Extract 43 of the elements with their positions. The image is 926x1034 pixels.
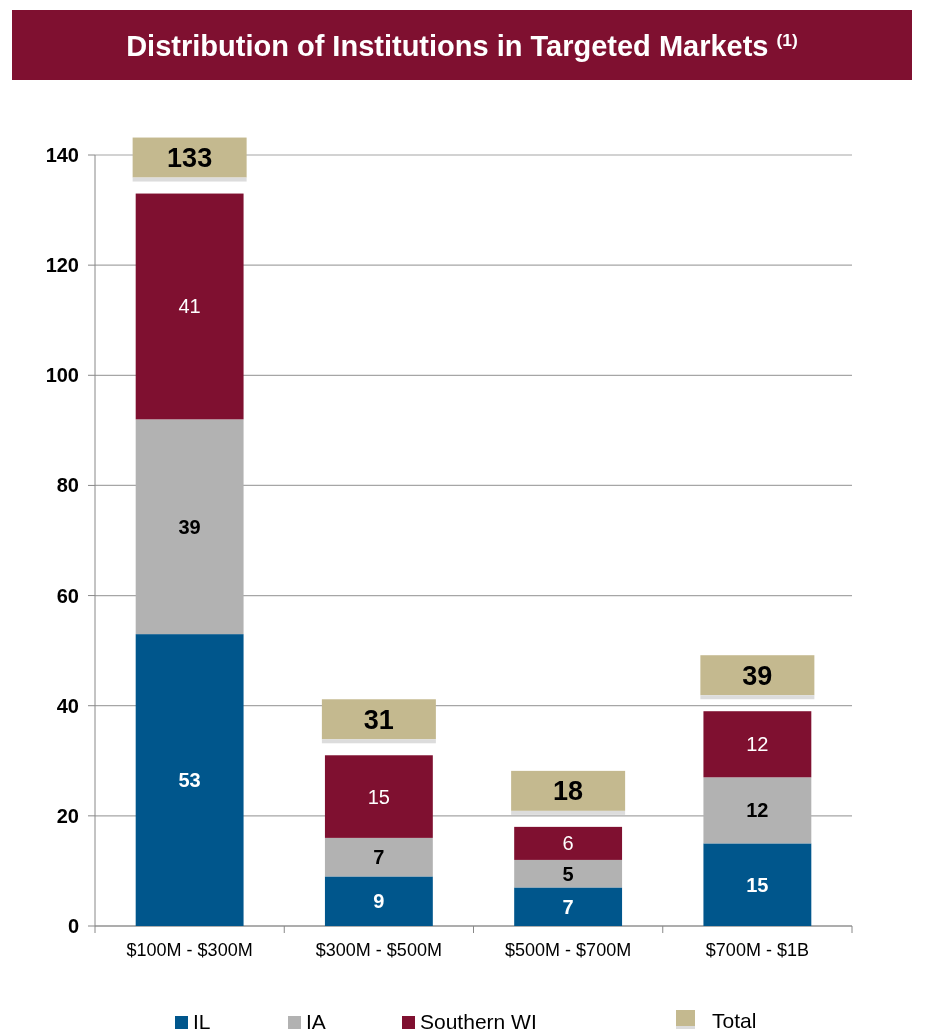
- bar: [514, 887, 623, 926]
- x-tick-label: $700M - $1B: [705, 940, 809, 960]
- data-label: 15: [367, 785, 390, 808]
- y-tick-label: 140: [45, 144, 79, 166]
- x-tick-label: $300M - $500M: [315, 940, 442, 960]
- data-label: 5: [562, 862, 574, 885]
- chart-title: Distribution of Institutions in Targeted Markets $^{(1)}$: [126, 30, 798, 63]
- y-tick-label: 120: [45, 254, 79, 277]
- bar: [135, 634, 244, 926]
- data-label: 9: [373, 890, 385, 913]
- total-label: 31: [363, 704, 394, 735]
- data-label: 39: [178, 515, 201, 538]
- bar: [514, 826, 623, 860]
- y-tick-label: 100: [45, 364, 79, 387]
- bar: [135, 193, 244, 420]
- total-label: 133: [167, 143, 213, 173]
- legend-label: IA: [306, 1010, 326, 1033]
- bar: [514, 859, 623, 888]
- total-label: 18: [553, 776, 584, 807]
- data-label: 7: [562, 895, 574, 918]
- legend-label: Southern WI: [420, 1010, 537, 1033]
- data-label: 6: [562, 832, 574, 855]
- y-tick-label: 20: [56, 804, 79, 827]
- y-tick-label: 40: [56, 694, 79, 717]
- x-tick-label: $500M - $700M: [505, 940, 632, 960]
- bar: [703, 711, 812, 778]
- bar: [324, 876, 433, 926]
- y-tick-label: 80: [56, 474, 79, 497]
- bar: [703, 843, 812, 926]
- data-label: 12: [746, 733, 769, 756]
- data-label: 7: [373, 846, 385, 869]
- legend-label: IL: [193, 1010, 211, 1033]
- x-tick-label: $100M - $300M: [126, 940, 253, 960]
- y-tick-label: 60: [56, 584, 79, 607]
- bar: [324, 837, 433, 877]
- y-tick-label: 0: [67, 915, 79, 937]
- data-label: 53: [178, 769, 201, 792]
- text: Total: [712, 1009, 757, 1032]
- data-label: 12: [746, 799, 769, 822]
- data-label: 15: [746, 873, 769, 896]
- total-label: 39: [742, 660, 773, 691]
- bar: [324, 755, 433, 838]
- data-label: 41: [178, 295, 201, 318]
